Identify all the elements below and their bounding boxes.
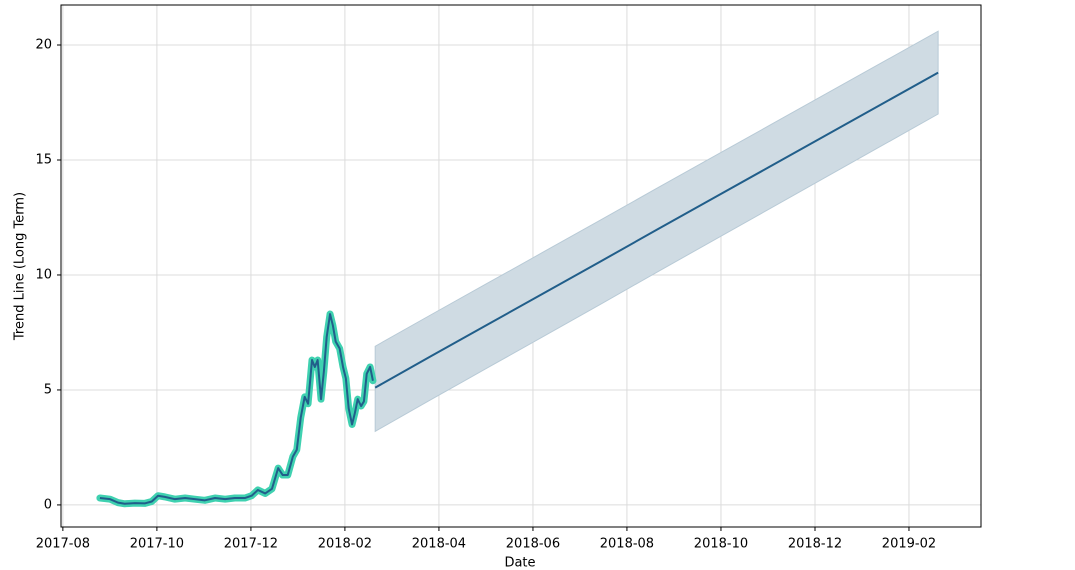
history-trend: [99, 313, 374, 505]
x-tick-label: 2018-12: [788, 537, 842, 552]
x-tick-label: 2019-02: [882, 537, 936, 552]
x-tick-label: 2018-06: [506, 537, 560, 552]
x-tick-label: 2018-04: [412, 537, 466, 552]
y-axis-label: Trend Line (Long Term): [13, 192, 28, 341]
plot-frame: [60, 4, 982, 528]
y-tick-label: 15: [35, 152, 52, 167]
x-tick-label: 2017-08: [36, 537, 90, 552]
forecast-line: [374, 71, 939, 389]
x-tick-label: 2017-10: [130, 537, 184, 552]
y-tick-label: 20: [35, 38, 52, 53]
x-tick-label: 2018-10: [694, 537, 748, 552]
x-tick-label: 2018-08: [600, 537, 654, 552]
confidence-band: [374, 30, 939, 433]
x-axis-label: Date: [504, 556, 535, 570]
history-line: [96, 310, 377, 508]
x-tick-label: 2018-02: [318, 537, 372, 552]
y-tick-label: 10: [35, 267, 52, 282]
x-tick-label: 2017-12: [224, 537, 278, 552]
y-tick-label: 5: [44, 382, 52, 397]
y-tick-label: 0: [44, 497, 52, 512]
